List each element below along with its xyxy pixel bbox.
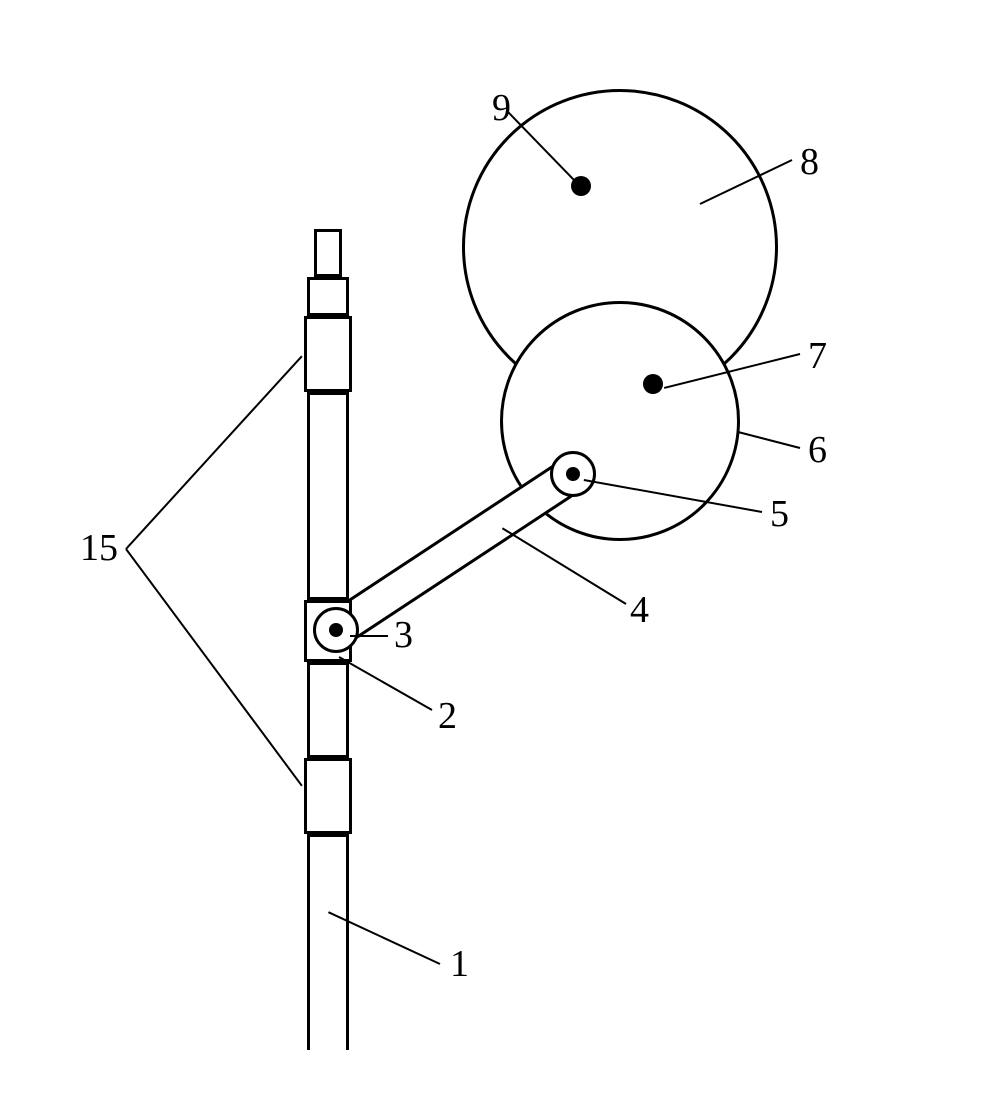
leader-l15-0 [125,355,302,549]
label-l8: 8 [800,140,819,184]
rod-seg-3 [307,662,349,758]
label-l15: 15 [80,526,118,570]
label-l9: 9 [492,86,511,130]
label-l1: 1 [450,942,469,986]
dot-7 [643,374,663,394]
arm-end-pivot-dot [566,467,580,481]
label-l6: 6 [808,428,827,472]
leader-l6 [738,431,800,449]
rod-seg-1 [307,277,349,316]
rod-top-cap [314,229,342,277]
label-l3: 3 [394,613,413,657]
leader-l15-1 [125,548,303,786]
rod-lower-collar [304,758,352,834]
rod-hub-pivot-dot [329,623,343,637]
rod-seg-2 [307,392,349,600]
label-l2: 2 [438,694,457,738]
leader-l3 [350,635,388,637]
label-l4: 4 [630,588,649,632]
label-l5: 5 [770,492,789,536]
leader-l2 [339,656,433,711]
label-l7: 7 [808,334,827,378]
rod-seg-4 [307,834,349,1050]
connecting-arm [326,458,584,646]
rod-upper-collar [304,316,352,392]
